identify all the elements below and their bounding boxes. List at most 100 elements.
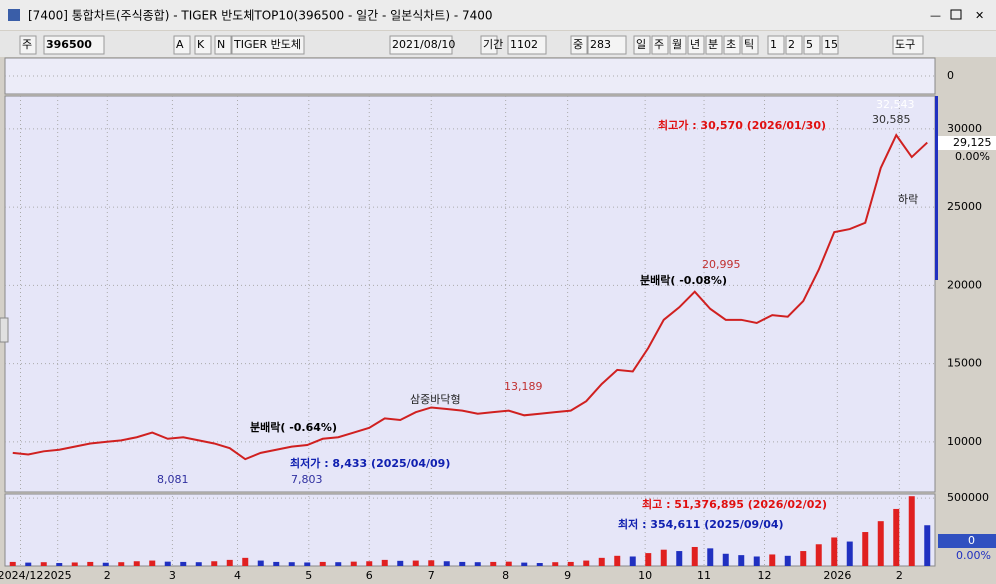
toolbar-button[interactable] xyxy=(633,35,651,55)
right-label: 0.00% xyxy=(955,150,990,163)
minimize[interactable]: — xyxy=(930,9,941,22)
toolbar-button[interactable] xyxy=(507,35,547,55)
volume-bar xyxy=(428,560,435,566)
toolbar-label[interactable]: 틱 xyxy=(744,38,754,51)
volume-bar xyxy=(908,496,915,566)
annotation: 20,995 xyxy=(702,258,741,271)
toolbar-label[interactable]: 주 xyxy=(654,38,664,51)
volume-bar xyxy=(149,560,156,566)
toolbar-label[interactable]: 년 xyxy=(690,38,700,51)
toolbar-button[interactable] xyxy=(669,35,687,55)
annotation: 30,585 xyxy=(872,113,911,126)
volume-bar xyxy=(815,544,822,566)
volume-bar xyxy=(645,553,652,566)
toolbar-button[interactable] xyxy=(803,35,821,55)
x-tick-label: 6 xyxy=(366,569,373,582)
volume-bar xyxy=(25,562,32,566)
toolbar-label[interactable]: TIGER 반도체 xyxy=(233,38,301,51)
volume-bar xyxy=(614,555,621,566)
toolbar-button[interactable] xyxy=(173,35,191,55)
toolbar-button[interactable] xyxy=(723,35,741,55)
volume-bar xyxy=(846,541,853,566)
volume-bar xyxy=(226,559,233,566)
volume-bar xyxy=(319,561,326,566)
side-toggle[interactable] xyxy=(0,317,9,343)
volume-bar xyxy=(459,561,466,566)
annotation: 8,081 xyxy=(157,473,189,486)
toolbar-label[interactable]: 일 xyxy=(636,37,646,51)
volume-bar xyxy=(304,562,311,566)
toolbar-button[interactable] xyxy=(821,35,839,55)
volume-bar xyxy=(195,562,202,566)
toolbar-label[interactable]: 283 xyxy=(590,38,611,51)
toolbar-button[interactable] xyxy=(43,35,105,55)
right-label: 0 xyxy=(968,534,975,547)
volume-bar xyxy=(924,525,931,566)
x-tick-label: 12 xyxy=(758,569,772,582)
window-buttons[interactable]: — ✕ xyxy=(930,9,984,22)
toolbar-label[interactable]: 초 xyxy=(726,38,736,51)
toolbar-label[interactable]: 도구 xyxy=(895,38,915,51)
volume-bar xyxy=(118,562,125,566)
toolbar-label[interactable]: 1102 xyxy=(510,38,538,51)
volume-bar xyxy=(598,557,605,566)
toolbar-button[interactable] xyxy=(741,35,759,55)
toolbar-label[interactable]: 15 xyxy=(824,38,838,51)
toolbar-label[interactable]: 중 xyxy=(573,38,583,51)
x-tick-label: 2 xyxy=(896,569,903,582)
maximize[interactable] xyxy=(950,9,962,20)
toolbar-button[interactable] xyxy=(651,35,669,55)
toolbar-label[interactable]: 2 xyxy=(788,38,795,51)
volume-bar xyxy=(102,562,109,566)
toolbar-button[interactable] xyxy=(587,35,627,55)
toolbar-label[interactable]: A xyxy=(176,38,184,51)
volume-pane xyxy=(4,493,936,567)
toolbar-button[interactable] xyxy=(785,35,803,55)
x-tick-label: 2025 xyxy=(44,569,72,582)
annotation: 최저가 : 8,433 (2025/04/09) xyxy=(290,456,450,470)
volume-bar xyxy=(87,561,94,566)
volume-bar xyxy=(831,537,838,566)
toolbar-label[interactable]: N xyxy=(217,38,225,51)
volume-bar xyxy=(722,553,729,566)
toolbar-button[interactable] xyxy=(389,35,453,55)
toolbar-button[interactable] xyxy=(705,35,723,55)
toolbar-button[interactable] xyxy=(214,35,232,55)
volume-bar xyxy=(505,561,512,566)
toolbar-button[interactable] xyxy=(194,35,212,55)
volume-bar xyxy=(552,562,559,566)
x-tick-label: 2026 xyxy=(823,569,851,582)
volume-bar xyxy=(71,562,78,566)
annotation: 최저 : 354,611 (2025/09/04) xyxy=(618,517,784,531)
toolbar-button[interactable] xyxy=(19,35,37,55)
toolbar-label[interactable]: 주 xyxy=(22,38,32,51)
toolbar-button[interactable] xyxy=(687,35,705,55)
toolbar-button[interactable] xyxy=(570,35,588,55)
toolbar-label[interactable]: K xyxy=(197,38,205,51)
toolbar-label[interactable]: 5 xyxy=(806,38,813,51)
toolbar-button[interactable] xyxy=(480,35,498,55)
close[interactable]: ✕ xyxy=(975,9,984,22)
x-tick-label: 7 xyxy=(428,569,435,582)
toolbar-button[interactable] xyxy=(767,35,785,55)
volume-bar xyxy=(583,560,590,566)
right-label: 29,125 xyxy=(953,136,992,149)
annotation: 분배락( -0.08%) xyxy=(640,273,727,287)
toolbar-label[interactable]: 2021/08/10 xyxy=(392,38,455,51)
toolbar-label[interactable]: 396500 xyxy=(46,38,92,51)
volume-bar xyxy=(133,561,140,566)
volume-bar xyxy=(164,561,171,566)
volume-bar xyxy=(40,562,47,566)
x-tick-label: 2024/12 xyxy=(0,569,43,582)
toolbar-label[interactable]: 기간 xyxy=(483,38,503,51)
price-pane xyxy=(4,95,936,493)
toolbar-label[interactable]: 1 xyxy=(770,38,777,51)
toolbar-label[interactable]: 분 xyxy=(708,38,718,51)
annotation: 최고 : 51,376,895 (2026/02/02) xyxy=(642,497,827,511)
annotation: 32,543 xyxy=(876,98,915,111)
toolbar-label[interactable]: 월 xyxy=(672,38,682,51)
toolbar-button[interactable] xyxy=(231,35,305,55)
y-tick-label: 0 xyxy=(947,69,954,82)
toolbar-button[interactable] xyxy=(892,35,924,55)
volume-bar xyxy=(335,562,342,566)
